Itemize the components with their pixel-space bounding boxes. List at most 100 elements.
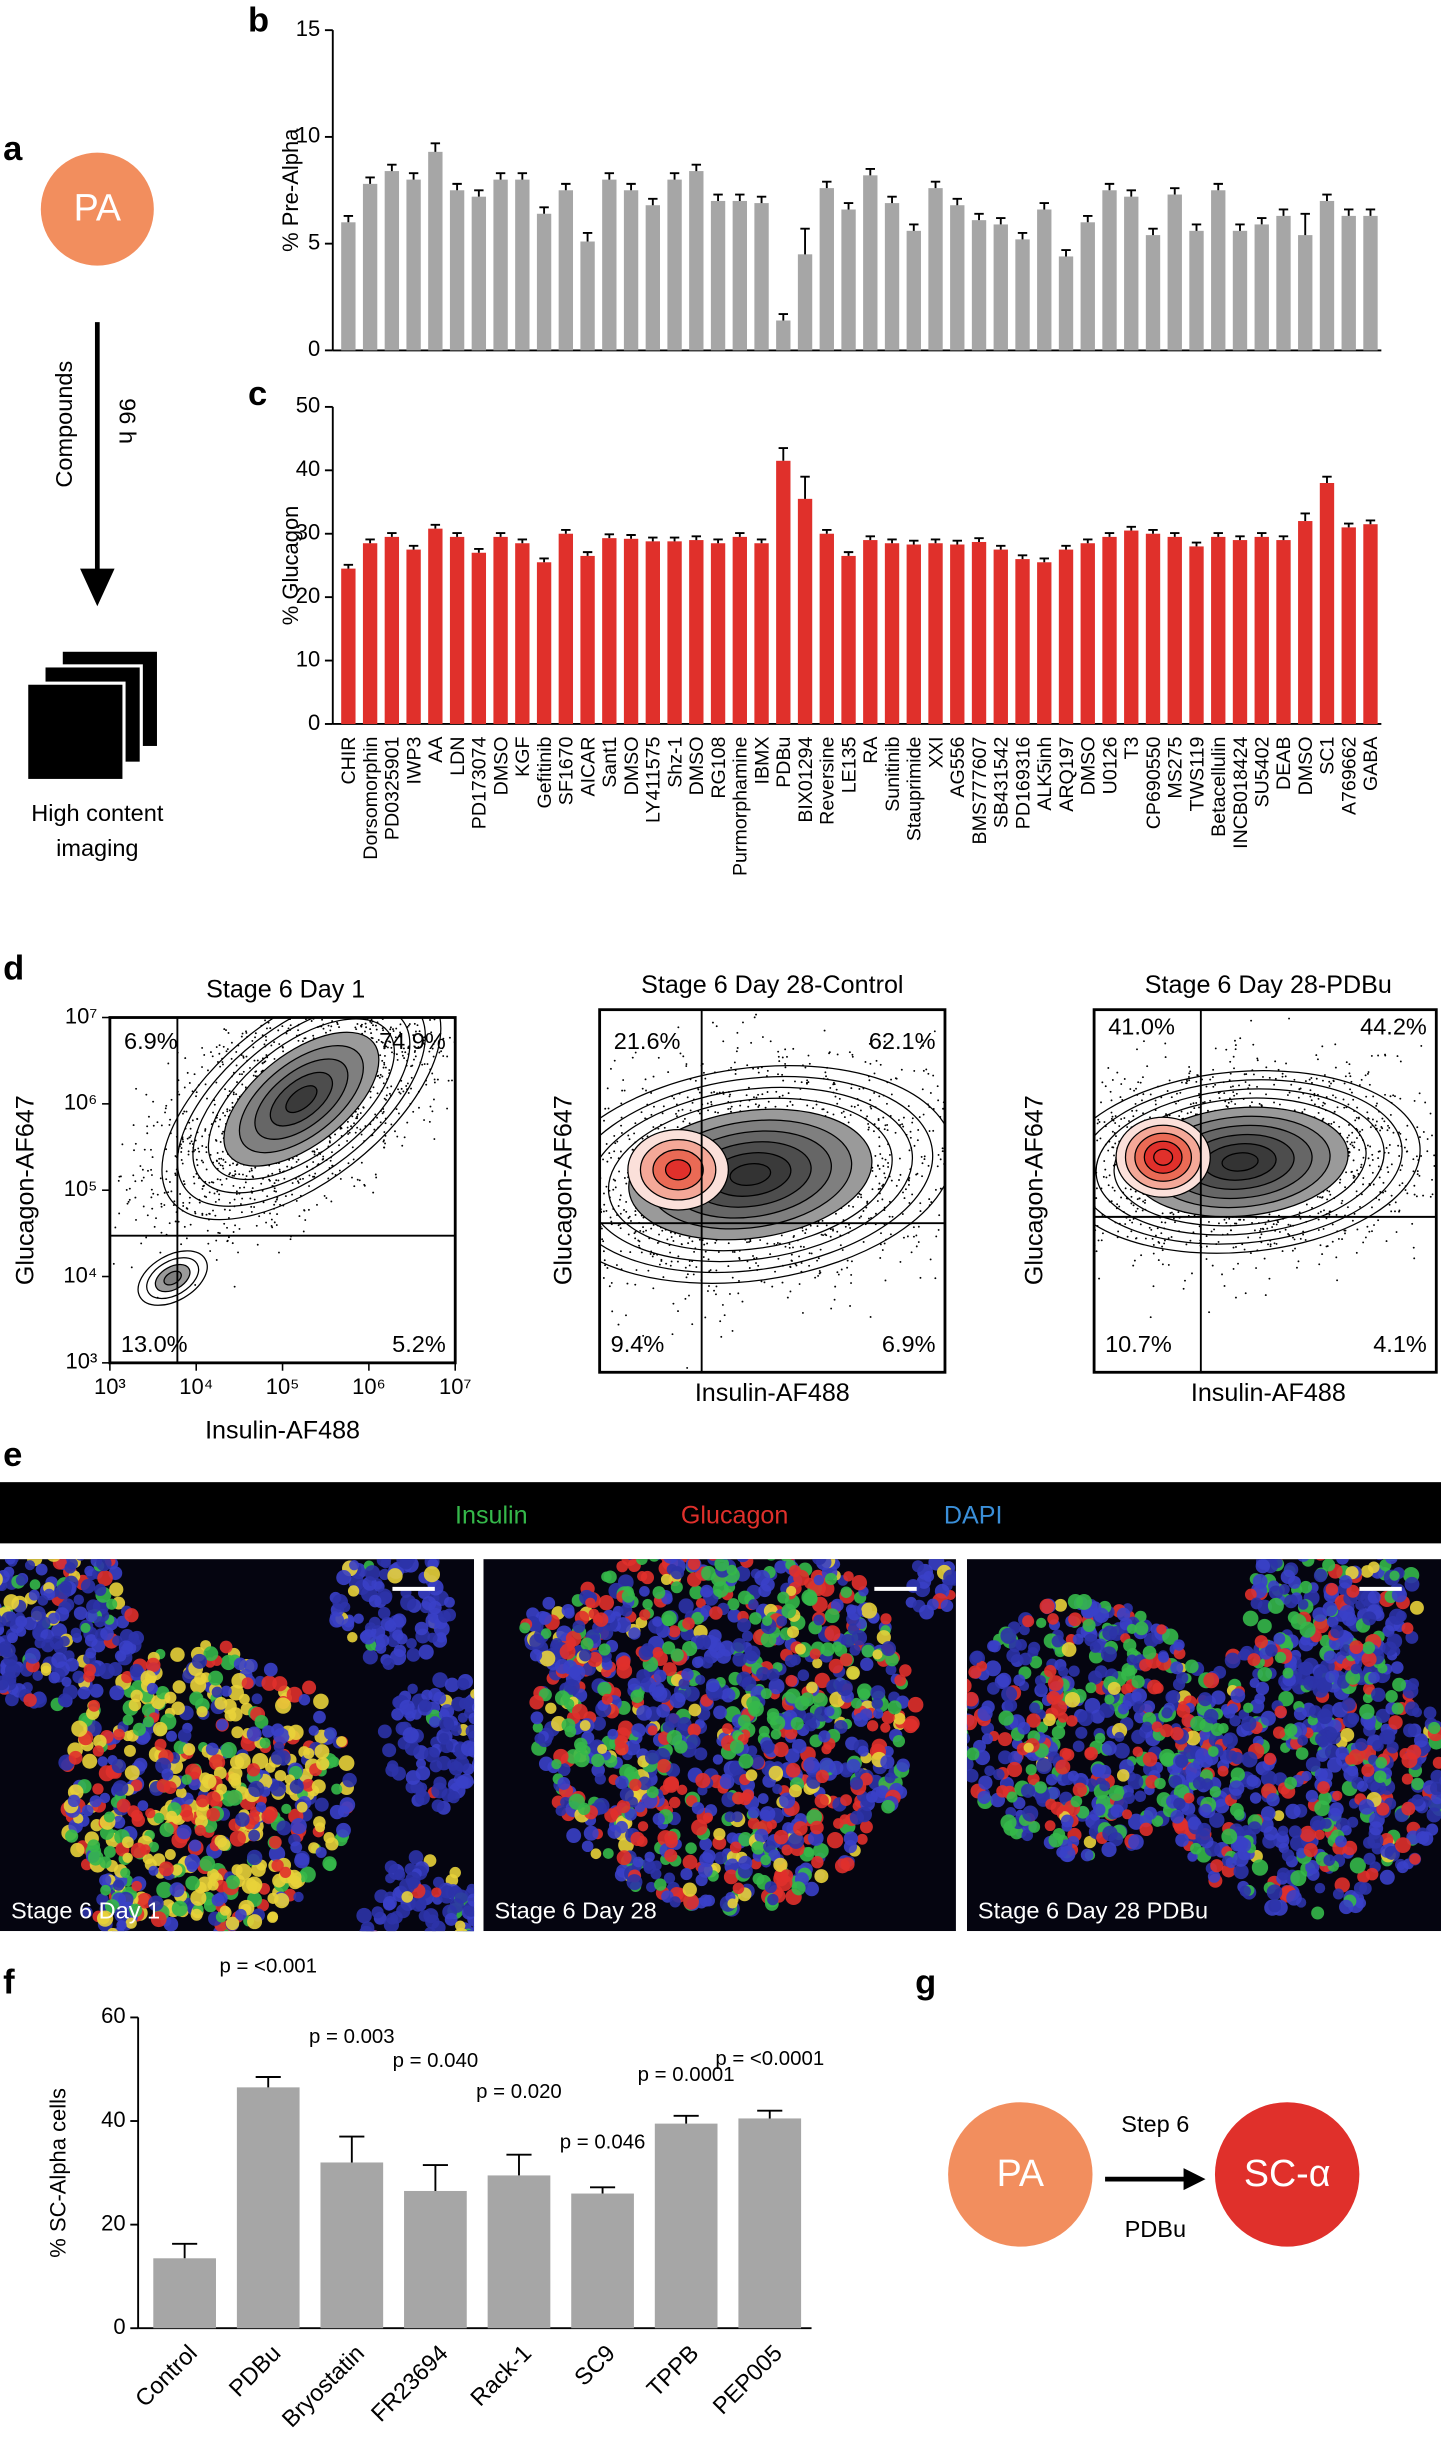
event-dot (577, 1061, 579, 1063)
event-dot (645, 1089, 647, 1092)
event-dot (323, 1194, 326, 1197)
event-dot (1353, 1146, 1355, 1149)
event-dot (867, 1128, 870, 1131)
x-tick-label: Purmorphamine (730, 736, 752, 876)
event-dot (900, 1068, 903, 1071)
event-dot (692, 1273, 695, 1276)
event-dot (879, 1257, 882, 1259)
event-dot (839, 1244, 842, 1247)
event-dot (400, 1005, 402, 1007)
event-dot (270, 1044, 273, 1047)
event-dot (424, 1008, 426, 1010)
event-dot (1338, 1125, 1341, 1128)
y-axis-label: Glucagon-AF647 (11, 1095, 39, 1285)
event-dot (1163, 1239, 1166, 1242)
event-dot (717, 1251, 720, 1254)
event-dot (1348, 1124, 1350, 1126)
error-bar (1191, 541, 1202, 547)
event-dot (185, 1237, 188, 1240)
event-dot (708, 1285, 710, 1287)
event-dot (817, 1257, 820, 1260)
event-dot (1001, 1171, 1003, 1173)
event-dot (890, 1179, 893, 1182)
event-dot (1360, 1193, 1363, 1196)
event-dot (1174, 1221, 1176, 1224)
event-dot (226, 1048, 229, 1051)
event-dot (608, 1285, 611, 1288)
bar (602, 538, 617, 724)
error-bar (1344, 208, 1354, 216)
x-tick-label: 10⁴ (179, 1374, 213, 1399)
event-dot (396, 998, 398, 1000)
event-dot (1189, 1070, 1192, 1073)
event-dot (447, 1079, 450, 1082)
error-bar (930, 180, 941, 189)
x-tick-label: SB431542 (991, 737, 1013, 829)
bar (841, 209, 856, 351)
event-dot (134, 1180, 137, 1183)
event-dot (418, 1030, 421, 1033)
error-bar (365, 176, 375, 184)
event-dot (475, 1186, 477, 1188)
event-dot (983, 1135, 985, 1137)
event-dot (698, 1091, 701, 1094)
event-dot (777, 1073, 779, 1076)
event-dot (240, 1211, 243, 1214)
event-dot (589, 1214, 591, 1216)
event-dot (1218, 1097, 1221, 1100)
event-dot (617, 1205, 620, 1207)
pa-circle (948, 2102, 1093, 2247)
event-dot (289, 1024, 292, 1027)
event-dot (1141, 1023, 1144, 1026)
event-dot (836, 1053, 839, 1056)
event-dot (578, 1287, 580, 1289)
event-dot (208, 1212, 211, 1215)
event-dot (151, 1174, 153, 1176)
event-dot (100, 1192, 102, 1194)
event-dot (769, 1253, 772, 1256)
event-dot (832, 1113, 835, 1116)
event-dot (507, 1149, 509, 1151)
event-dot (883, 1040, 886, 1043)
event-dot (1217, 1240, 1220, 1243)
event-dot (707, 1109, 710, 1112)
event-dot (369, 1090, 372, 1093)
event-dot (150, 1168, 153, 1171)
event-dot (245, 1030, 247, 1033)
event-dot (205, 1146, 208, 1149)
event-dot (448, 1036, 451, 1039)
event-dot (376, 1092, 379, 1095)
event-dot (1118, 1125, 1121, 1127)
event-dot (1385, 1147, 1388, 1149)
event-dot (585, 1182, 587, 1184)
event-dot (1336, 1106, 1339, 1109)
event-dot (331, 1151, 333, 1154)
event-dot (667, 1071, 670, 1074)
error-bar (691, 163, 702, 172)
event-dot (916, 1139, 919, 1142)
event-dot (194, 1210, 196, 1213)
event-dot (929, 1258, 932, 1261)
event-dot (1316, 1195, 1319, 1198)
event-dot (1120, 1083, 1123, 1085)
event-dot (1364, 1074, 1367, 1077)
event-dot (510, 1105, 512, 1107)
event-dot (376, 993, 378, 995)
event-dot (761, 1036, 764, 1038)
event-dot (628, 1138, 631, 1141)
event-dot (784, 1245, 787, 1248)
event-dot (825, 1075, 827, 1078)
event-dot (787, 1092, 790, 1095)
event-dot (1413, 1184, 1416, 1187)
event-dot (384, 998, 386, 1000)
event-dot (1375, 1104, 1378, 1107)
event-dot (195, 1158, 198, 1161)
panel-letter: a (3, 130, 23, 168)
event-dot (773, 1242, 776, 1245)
event-dot (733, 1061, 736, 1064)
event-dot (757, 1105, 760, 1108)
bar (1254, 224, 1269, 351)
event-dot (633, 1132, 636, 1135)
event-dot (206, 1097, 208, 1100)
x-tick-label: TPPB (642, 2340, 704, 2402)
